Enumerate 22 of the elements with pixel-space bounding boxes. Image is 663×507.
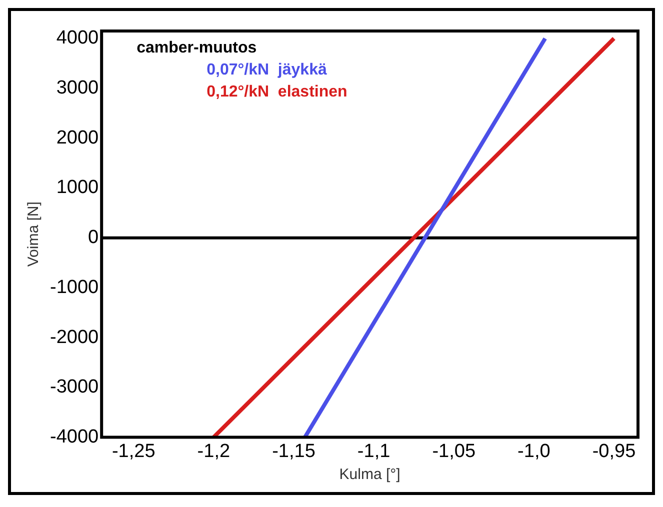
y-tick-label: -1000 — [50, 276, 99, 298]
y-tick-label: 2000 — [56, 127, 99, 148]
y-tick-label: -4000 — [50, 426, 99, 448]
y-tick-label: 0 — [88, 227, 99, 248]
outer-frame: Kulma [°] Voima [N] -1,25 -1,2 -1,15 -1,1 -1,05 -1,0 -0,95 -4000 -3000 -2000 -1000 0 1000 2000 3000 4000 camber-muutos 0,07°/kN jäykkä 0,12°/kN elastinen — [8, 8, 655, 495]
legend-title: camber-muutos — [136, 39, 257, 56]
text: 0,07°/kN jäykkä — [206, 61, 327, 78]
y-tick-label: -3000 — [50, 376, 99, 398]
x-tick-label: -1,2 — [197, 440, 230, 462]
y-tick-label: 4000 — [56, 28, 99, 49]
y-tick-label: -2000 — [50, 326, 99, 348]
x-tick-label: -1,0 — [518, 440, 550, 462]
x-tick-label: -1,05 — [432, 440, 476, 462]
x-tick-label: -1,15 — [272, 440, 316, 462]
y-tick-label: 1000 — [56, 177, 99, 198]
y-axis-title: Voima [N] — [25, 202, 42, 267]
x-tick-label: -1,25 — [112, 440, 156, 462]
x-axis-title: Kulma [°] — [339, 466, 400, 484]
y-tick-label: 3000 — [56, 78, 99, 99]
x-tick-label: -1,1 — [357, 440, 390, 462]
x-tick-label: -0,95 — [592, 440, 636, 462]
text: 0,12°/kN elastinen — [206, 83, 348, 100]
